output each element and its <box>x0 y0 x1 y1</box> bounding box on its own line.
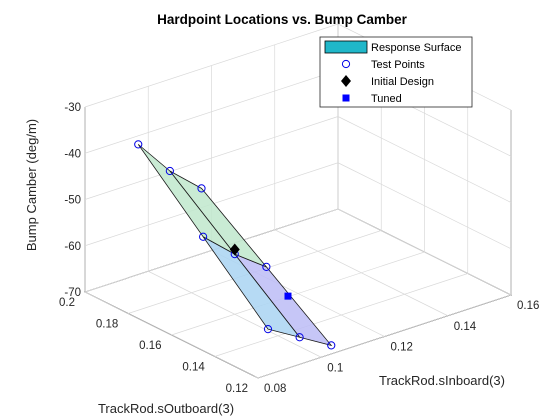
test-point <box>263 325 273 334</box>
z-axis-label: Bump Camber (deg/m) <box>24 119 39 251</box>
grid-line-z <box>84 116 339 200</box>
x-tick-label: 0.16 <box>517 300 539 312</box>
legend-swatch-surface <box>324 40 368 54</box>
y-tick-label: 0.12 <box>226 383 248 395</box>
tuned-point <box>284 292 292 300</box>
chart-title: Hardpoint Locations vs. Bump Camber <box>157 12 408 27</box>
grid-line-y <box>171 251 425 336</box>
test-point <box>165 166 174 176</box>
test-point <box>134 140 143 149</box>
legend-label-tuned: Tuned <box>371 93 402 105</box>
y-axis-label: TrackRod.sOutboard(3) <box>98 401 234 416</box>
legend: Response Surface Test Points Initial Des… <box>319 36 473 108</box>
grid-line-z <box>84 23 339 108</box>
markers <box>134 140 336 350</box>
initial-design-point <box>229 243 240 256</box>
z-tick-label: -50 <box>64 195 81 207</box>
y-tick-label: 0.14 <box>182 362 205 374</box>
legend-label-initial-design: Initial Design <box>371 76 434 88</box>
x-tick-label: 0.12 <box>391 342 413 354</box>
grid-line-z <box>84 69 339 154</box>
grid-line-z-side <box>337 208 512 296</box>
y-tick-label: 0.18 <box>96 319 118 331</box>
tick-labels: 0.08 0.1 0.12 0.14 0.16 0.12 0.14 0.16 0.18 0.2-7… <box>59 102 539 395</box>
y-tick-label: 0.16 <box>139 340 161 352</box>
grid-line-z-side <box>337 116 512 203</box>
test-point <box>295 333 304 342</box>
legend-marker-tuned <box>342 94 350 102</box>
legend-marker-test-points <box>341 59 351 69</box>
y-tick-label: 0.2 <box>59 297 75 309</box>
legend-label-surface: Response Surface <box>371 42 462 54</box>
z-tick-label: -70 <box>64 287 81 299</box>
grid-line-z-side <box>337 162 512 250</box>
test-point <box>199 232 208 241</box>
test-point <box>327 341 336 350</box>
test-point <box>197 184 206 193</box>
response-surface <box>137 144 333 347</box>
test-point <box>262 262 271 271</box>
grid-line-y <box>257 294 512 379</box>
x-tick-label: 0.14 <box>454 321 477 333</box>
surface-patch <box>137 144 236 255</box>
grid-line-y <box>214 273 468 357</box>
z-tick-label: -30 <box>64 102 81 114</box>
legend-label-test-points: Test Points <box>371 59 425 71</box>
x-axis-label: TrackRod.sInboard(3) <box>379 373 505 388</box>
x-tick-label: 0.08 <box>264 383 286 395</box>
legend-marker-initial-design <box>341 75 351 87</box>
grid-line-z <box>84 208 339 293</box>
z-tick-label: -60 <box>64 241 81 253</box>
x-tick-label: 0.1 <box>327 362 343 374</box>
z-tick-label: -40 <box>64 148 81 160</box>
